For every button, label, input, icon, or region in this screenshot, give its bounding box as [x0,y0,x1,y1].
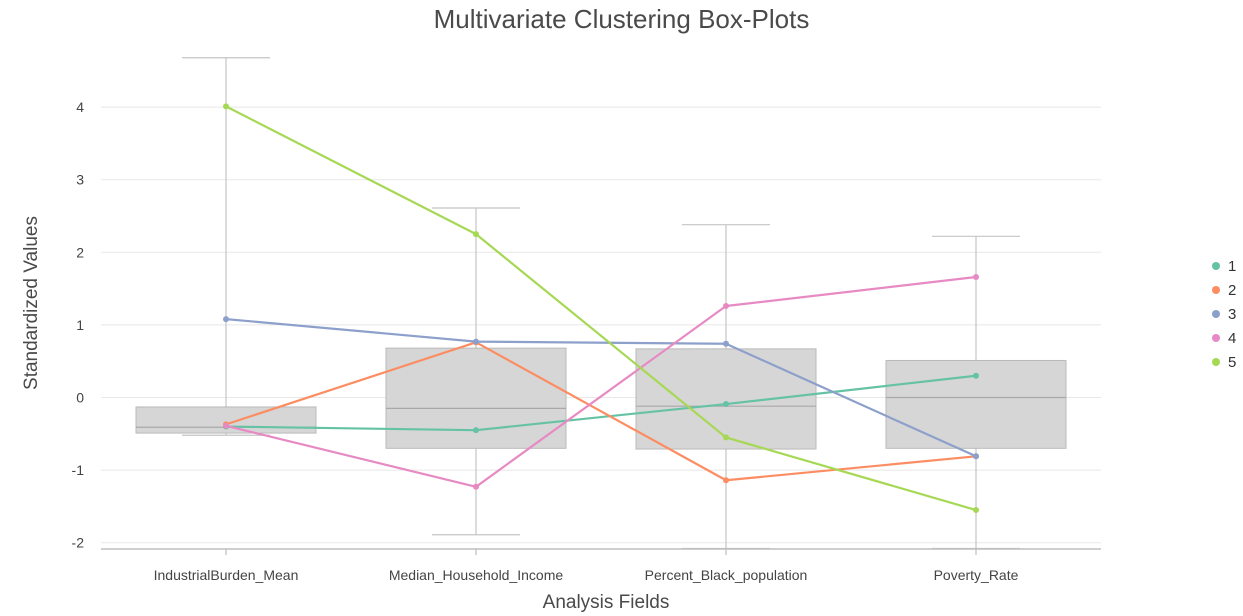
box [385,347,567,449]
cluster-lines [223,103,979,514]
legend-label: 3 [1228,305,1237,323]
legend-marker [1212,262,1220,270]
legend-label: 2 [1228,281,1237,299]
axes: -2 -1 0 1 2 3 4 IndustrialBurden_Mean Median_Hou… [72,99,1101,583]
x-tick-label: IndustrialBurden_Mean [154,567,299,583]
legend-marker [1212,334,1220,342]
series-point-3 [973,453,979,460]
gridlines [101,106,1101,544]
series-point-2 [723,477,729,484]
series-point-1 [973,372,979,379]
x-axis-label: Analysis Fields [542,592,670,613]
legend-item-2[interactable]: 2 [1212,278,1236,302]
series-point-4 [223,422,229,429]
chart-title: Multivariate Clustering Box-Plots [433,4,810,34]
series-line-1 [225,374,977,432]
y-tick-label: 0 [76,390,84,406]
y-tick-label: 2 [76,244,84,260]
series-point-4 [973,273,979,280]
legend-marker [1212,286,1220,294]
legend-item-4[interactable]: 4 [1212,326,1236,350]
series-point-1 [723,401,729,408]
legend-label: 1 [1228,257,1237,275]
legend-item-3[interactable]: 3 [1212,302,1236,326]
legend: 1 2 3 4 5 [1212,254,1236,374]
series-point-5 [723,434,729,441]
series-line-5 [225,105,977,512]
legend-marker [1212,358,1220,366]
legend-item-5[interactable]: 5 [1212,350,1236,374]
x-tick-label: Median_Household_Income [389,567,564,583]
series-point-5 [973,507,979,514]
x-tick-label: Poverty_Rate [934,567,1019,583]
series-line-2 [225,341,977,482]
series-point-4 [723,303,729,310]
series-point-1 [473,427,479,434]
y-tick-label: -1 [72,462,85,478]
y-axis-label: Standardized Values [21,216,42,390]
y-tick-label: 4 [76,99,84,115]
x-tick-label: Percent_Black_population [645,567,808,583]
series-point-4 [473,483,479,490]
series-point-5 [223,103,229,110]
legend-marker [1212,310,1220,318]
series-line-3 [225,317,977,458]
box [635,348,817,450]
series-line-4 [225,275,977,488]
series-point-3 [223,316,229,323]
series-point-3 [723,340,729,347]
y-tick-label: 1 [76,317,84,333]
y-tick-label: -2 [72,535,85,551]
series-point-3 [473,338,479,345]
legend-item-1[interactable]: 1 [1212,254,1236,278]
y-tick-label: 3 [76,172,84,188]
box-plots [135,57,1067,550]
legend-label: 4 [1228,329,1237,347]
series-point-5 [473,231,479,238]
legend-label: 5 [1228,353,1237,371]
